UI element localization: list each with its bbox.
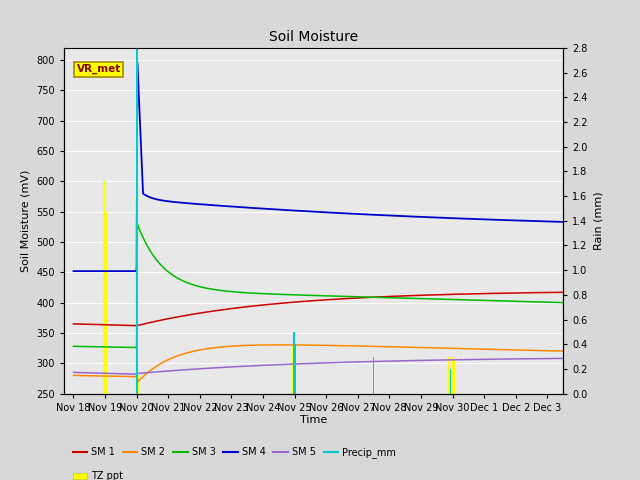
Bar [293, 332, 294, 394]
Bar [135, 212, 136, 394]
Bar [138, 375, 140, 394]
Bar [292, 345, 294, 394]
Y-axis label: Rain (mm): Rain (mm) [593, 192, 604, 250]
Bar [136, 48, 138, 394]
Bar [295, 344, 296, 394]
Bar [448, 357, 450, 394]
Bar [449, 369, 451, 394]
X-axis label: Time: Time [300, 415, 327, 425]
Bar [137, 303, 138, 394]
Y-axis label: Soil Moisture (mV): Soil Moisture (mV) [20, 169, 31, 272]
Legend: TZ ppt: TZ ppt [69, 468, 127, 480]
Text: VR_met: VR_met [77, 64, 121, 74]
Bar [294, 363, 296, 394]
Bar [372, 357, 374, 394]
Title: Soil Moisture: Soil Moisture [269, 30, 358, 44]
Bar [453, 360, 455, 394]
Bar [103, 181, 105, 394]
Bar [105, 212, 107, 394]
Bar [451, 357, 452, 394]
